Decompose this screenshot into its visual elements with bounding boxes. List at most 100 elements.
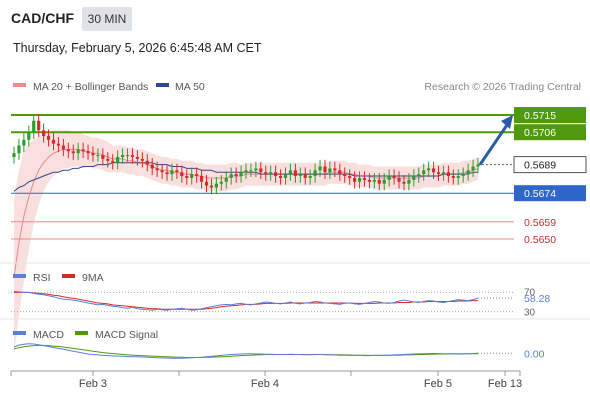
candle-body	[125, 155, 130, 157]
candle-body	[338, 170, 342, 175]
candle-body	[422, 170, 426, 175]
candle-body	[264, 172, 268, 175]
candle-body	[288, 170, 293, 175]
candle-body	[61, 145, 65, 150]
candle-body	[274, 172, 278, 177]
candle-body	[106, 158, 110, 161]
candle-body	[160, 170, 164, 173]
candle-body	[352, 177, 357, 182]
candle-body	[412, 176, 416, 180]
candle-body	[86, 151, 90, 154]
candle-body	[140, 158, 144, 161]
candle-body	[436, 172, 441, 175]
candle-body	[372, 179, 376, 182]
candle-body	[234, 174, 238, 177]
candle-body	[283, 174, 288, 178]
pivot-level-label: 0.5674	[524, 188, 556, 200]
candle-body	[180, 172, 184, 177]
candle-body	[37, 120, 41, 131]
candle-body	[308, 176, 312, 178]
candle-body	[293, 170, 297, 177]
candle-body	[101, 155, 105, 159]
macd-legend-label: MACD	[33, 329, 64, 341]
candle-body	[170, 170, 174, 175]
candle-body	[333, 168, 337, 171]
candle-body	[303, 174, 307, 178]
rsi-legend-label: RSI	[33, 272, 51, 284]
candle-body	[244, 170, 248, 173]
candle-body	[12, 153, 16, 157]
candle-body	[150, 164, 154, 169]
candle-body	[185, 176, 189, 178]
support-level-label: 0.5650	[524, 234, 556, 246]
x-axis: Feb 3 Feb 4 Feb 5 Feb 13	[10, 371, 522, 390]
rsi-ma-legend-swatch	[62, 274, 75, 278]
candle-body	[96, 155, 100, 157]
candle-body	[190, 174, 194, 178]
ma50-legend-label: MA 50	[175, 81, 205, 93]
price-panel: 0.5715 0.5706 0.5689 0.5674 0.5659 0.5650	[11, 107, 587, 354]
candle-body	[298, 174, 302, 177]
candle-body	[407, 179, 411, 184]
bollinger-band	[14, 130, 478, 354]
copyright-label: Research © 2026 Trading Central	[424, 81, 581, 93]
bollinger-legend-swatch	[13, 83, 26, 87]
candle-body	[254, 168, 258, 171]
candle-body	[471, 166, 475, 171]
candle-body	[357, 177, 362, 182]
rsi-legend-swatch	[13, 274, 26, 278]
rsi-tick-label: 30	[524, 308, 536, 319]
candle-body	[155, 168, 159, 171]
candle-body	[51, 139, 56, 144]
candle-body	[417, 174, 421, 177]
timeframe-badge[interactable]: 30 MIN	[82, 7, 132, 31]
macd-signal-legend-swatch	[75, 331, 88, 335]
candle-body	[111, 160, 115, 163]
last-price-label: 0.5689	[524, 160, 556, 172]
candle-body	[259, 168, 263, 173]
candle-body	[402, 181, 406, 184]
candle-body	[199, 176, 204, 182]
candle-body	[313, 170, 317, 177]
resistance-level-box	[514, 124, 586, 141]
rsi-ma-legend-label: 9MA	[82, 272, 104, 284]
candle-body	[466, 170, 470, 175]
candle-body	[382, 179, 386, 184]
rsi-last-value: 58.28	[524, 293, 550, 305]
candle-body	[175, 170, 179, 173]
candle-body	[427, 168, 431, 171]
candle-body	[66, 149, 70, 152]
candle-body	[224, 177, 228, 182]
candle-body	[456, 176, 460, 178]
candle-body	[446, 172, 450, 177]
candle-body	[91, 153, 95, 156]
candle-body	[116, 156, 120, 163]
macd-legend-swatch	[13, 331, 26, 335]
macd-line	[13, 343, 479, 359]
candle-body	[120, 155, 125, 157]
candle-body	[343, 174, 347, 177]
candle-body	[451, 176, 455, 178]
candle-body	[278, 176, 283, 178]
macd-signal-legend-label: MACD Signal	[95, 329, 158, 341]
pair-title: CAD/CHF	[11, 10, 74, 26]
candle-body	[165, 172, 169, 175]
candle-body	[71, 151, 75, 154]
candle-body	[214, 183, 218, 188]
candle-body	[397, 177, 401, 182]
ma50-legend-swatch	[156, 83, 169, 87]
candle-body	[76, 149, 80, 154]
candle-body	[328, 168, 332, 173]
candle-body	[461, 174, 465, 177]
x-tick-label: Feb 4	[251, 378, 279, 390]
candle-body	[476, 164, 480, 167]
candle-body	[32, 120, 36, 133]
candle-body	[318, 166, 322, 171]
forecast-arrow-shaft	[478, 121, 511, 166]
rsi-panel: 70 30 58.28	[11, 287, 550, 319]
forecast-arrow-head	[501, 115, 513, 130]
candle-body	[42, 130, 46, 137]
candle-body	[239, 172, 243, 177]
candle-body	[56, 143, 61, 146]
candle-body	[387, 176, 391, 180]
